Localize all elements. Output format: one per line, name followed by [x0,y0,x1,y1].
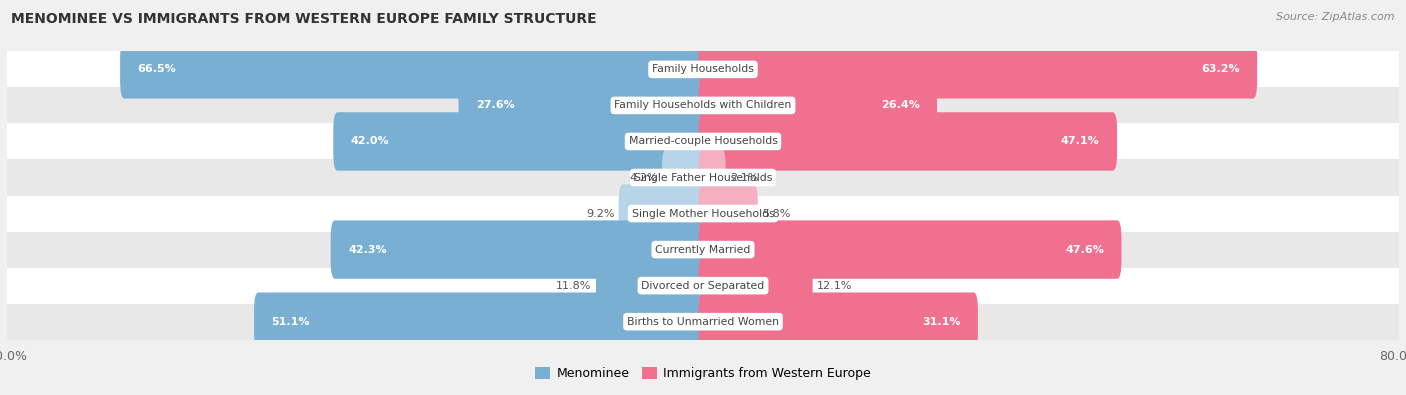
Bar [7,87,1399,124]
Text: Family Households: Family Households [652,64,754,74]
Text: Single Father Households: Single Father Households [634,173,772,182]
Text: 42.3%: 42.3% [349,245,387,255]
FancyBboxPatch shape [333,112,707,171]
Text: 31.1%: 31.1% [922,317,960,327]
Text: 47.1%: 47.1% [1062,136,1099,147]
Text: MENOMINEE VS IMMIGRANTS FROM WESTERN EUROPE FAMILY STRUCTURE: MENOMINEE VS IMMIGRANTS FROM WESTERN EUR… [11,12,598,26]
FancyBboxPatch shape [699,148,725,207]
Bar [7,231,1399,268]
FancyBboxPatch shape [699,256,813,315]
Text: 5.8%: 5.8% [762,209,790,218]
Text: Divorced or Separated: Divorced or Separated [641,280,765,291]
Text: 11.8%: 11.8% [557,280,592,291]
Text: Source: ZipAtlas.com: Source: ZipAtlas.com [1277,12,1395,22]
Text: Married-couple Households: Married-couple Households [628,136,778,147]
FancyBboxPatch shape [662,148,707,207]
Bar [7,268,1399,304]
FancyBboxPatch shape [699,220,1122,279]
Text: Currently Married: Currently Married [655,245,751,255]
Text: 27.6%: 27.6% [477,100,515,111]
Text: 66.5%: 66.5% [138,64,176,74]
Text: 26.4%: 26.4% [880,100,920,111]
Text: 63.2%: 63.2% [1201,64,1240,74]
FancyBboxPatch shape [699,112,1118,171]
Bar [7,124,1399,160]
FancyBboxPatch shape [619,184,707,243]
FancyBboxPatch shape [699,40,1257,99]
FancyBboxPatch shape [330,220,707,279]
Bar [7,304,1399,340]
FancyBboxPatch shape [254,292,707,351]
Text: 2.1%: 2.1% [730,173,758,182]
Text: 4.2%: 4.2% [630,173,658,182]
Bar [7,160,1399,196]
FancyBboxPatch shape [699,76,936,135]
Text: Births to Unmarried Women: Births to Unmarried Women [627,317,779,327]
Text: Family Households with Children: Family Households with Children [614,100,792,111]
Text: 9.2%: 9.2% [586,209,614,218]
FancyBboxPatch shape [458,76,707,135]
Text: 51.1%: 51.1% [271,317,309,327]
Bar [7,51,1399,87]
FancyBboxPatch shape [699,292,979,351]
FancyBboxPatch shape [596,256,707,315]
FancyBboxPatch shape [699,184,758,243]
Text: 42.0%: 42.0% [350,136,389,147]
FancyBboxPatch shape [120,40,707,99]
Text: 12.1%: 12.1% [817,280,852,291]
Legend: Menominee, Immigrants from Western Europe: Menominee, Immigrants from Western Europ… [530,362,876,386]
Text: Single Mother Households: Single Mother Households [631,209,775,218]
Text: 47.6%: 47.6% [1066,245,1104,255]
Bar [7,196,1399,231]
